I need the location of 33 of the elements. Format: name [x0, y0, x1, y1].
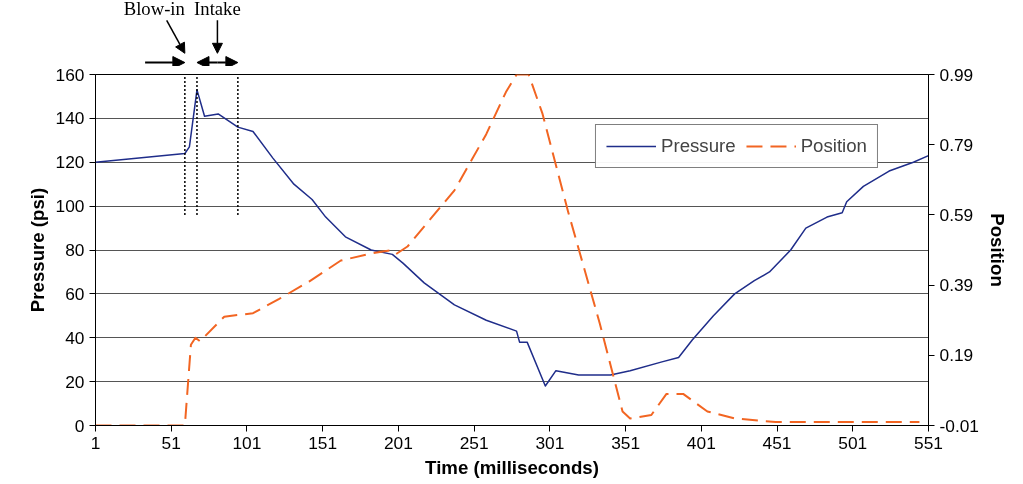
y2-tick-label: 0.79 — [939, 134, 974, 155]
line-series — [95, 89, 929, 387]
x-tick-label: 51 — [161, 432, 181, 453]
x-tick-label: 501 — [838, 432, 868, 453]
x-tick-label: 451 — [762, 432, 792, 453]
text: Intake — [194, 0, 241, 19]
x-tick-label: 101 — [232, 432, 262, 453]
legend-label: Position — [800, 135, 867, 157]
text: Blow-in — [123, 0, 186, 19]
y-tick-label: 60 — [65, 283, 85, 304]
y2-tick-label: 0.59 — [939, 204, 974, 225]
y-tick-label: 160 — [55, 64, 85, 85]
y-tick-label: 0 — [74, 415, 85, 436]
y-axis-title: Pressure (psi) — [26, 187, 48, 313]
y2-tick-label: 0.99 — [939, 64, 974, 85]
x-tick-label: 201 — [383, 432, 413, 453]
y-tick-label: 100 — [55, 196, 85, 217]
x-tick-label: 351 — [611, 432, 641, 453]
y-tick-label: 120 — [55, 152, 85, 173]
y-tick-label: 20 — [65, 371, 85, 392]
x-tick-label: 301 — [535, 432, 565, 453]
x-axis-title: Time (milliseconds) — [425, 456, 599, 478]
x-tick-label: 1 — [90, 432, 101, 453]
y2-tick-label: 0.19 — [939, 345, 974, 366]
x-tick-label: 151 — [308, 432, 338, 453]
y-tick-label: 40 — [65, 327, 85, 348]
x-tick-label: 401 — [686, 432, 716, 453]
y2-axis-title: Position — [987, 213, 1008, 287]
y2-tick-label: 0.39 — [939, 275, 974, 296]
y-tick-label: 80 — [65, 240, 85, 260]
legend-label: Pressure — [660, 135, 736, 157]
y-tick-label: 140 — [55, 108, 85, 129]
x-tick-label: 251 — [459, 432, 489, 453]
